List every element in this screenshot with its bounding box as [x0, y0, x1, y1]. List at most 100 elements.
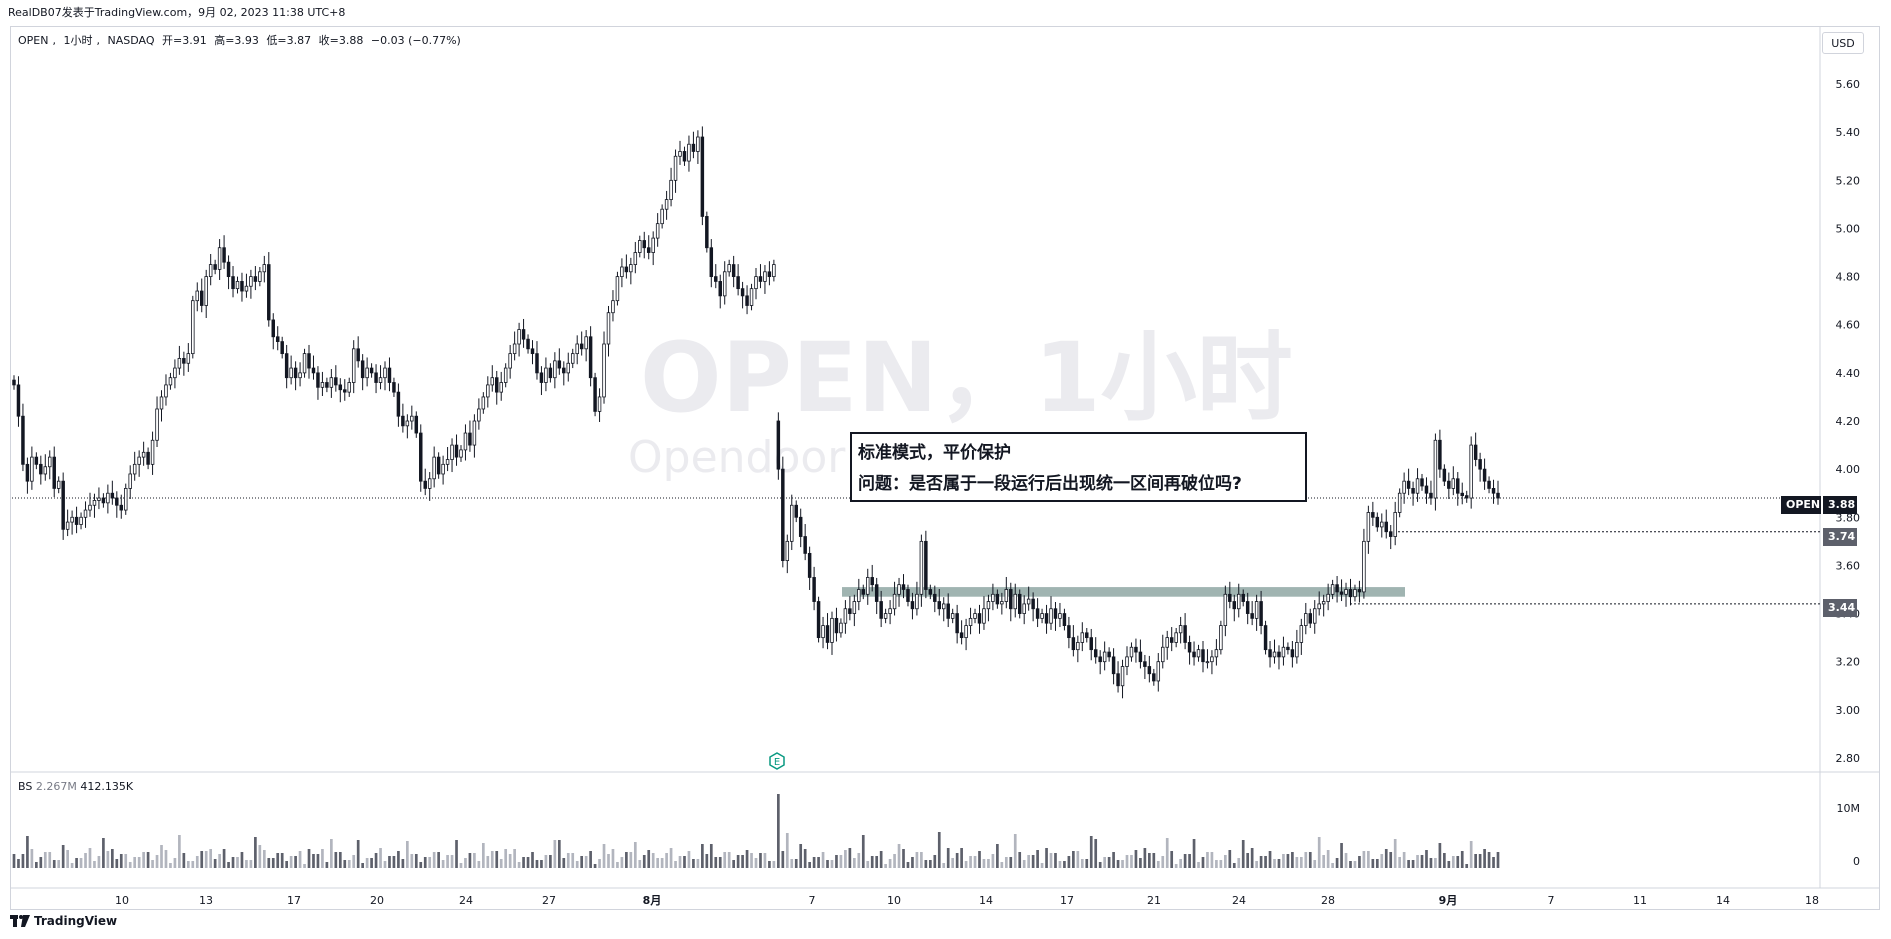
volume-bar [258, 845, 262, 868]
volume-bar [508, 854, 512, 868]
volume-bar [629, 852, 633, 868]
candle-body [1397, 492, 1402, 513]
volume-bar [1353, 861, 1357, 868]
volume-legend[interactable]: BS 2.267M 412.135K [18, 780, 133, 793]
candle-body [1308, 613, 1313, 624]
candle-body [1129, 646, 1134, 658]
candle-body [995, 593, 1000, 605]
candle-body [1384, 521, 1388, 533]
candle-body [61, 480, 65, 530]
candle-body [360, 360, 365, 379]
candle-body [1174, 632, 1178, 643]
volume-bar [490, 851, 494, 868]
legend-high: 高=3.93 [214, 34, 259, 47]
x-tick-label: 14 [1716, 894, 1730, 907]
candle-body [763, 271, 767, 282]
volume-bar [531, 852, 534, 868]
volume-bar [370, 858, 373, 868]
candle-body [164, 384, 168, 398]
volume-bar [209, 849, 213, 868]
candle-body [1009, 589, 1013, 610]
currency-button[interactable]: USD [1822, 32, 1864, 54]
volume-bar [1313, 860, 1317, 868]
candle-body [1496, 492, 1500, 499]
volume-bar [812, 857, 816, 868]
volume-bar [888, 859, 892, 868]
candle-body [302, 353, 307, 374]
volume-bar [593, 864, 597, 868]
candle-body [1326, 593, 1330, 602]
annotation-box[interactable]: 标准模式，平价保护 问题：是否属于一段运行后出现统一区间再破位吗? [850, 432, 1307, 502]
volume-bar [714, 857, 718, 868]
legend-open: 开=3.91 [162, 34, 207, 47]
candle-body [1125, 656, 1129, 667]
volume-bar [423, 857, 427, 868]
candle-body [1281, 646, 1286, 658]
volume-bar [741, 855, 744, 868]
volume-bar [942, 863, 946, 868]
y-tick-label: 2.80 [1836, 752, 1861, 765]
candle-body [316, 372, 320, 388]
svg-text:E: E [774, 757, 780, 768]
candle-body [888, 608, 892, 614]
candle-body [821, 625, 825, 639]
tradingview-brand[interactable]: TradingView [10, 914, 117, 928]
volume-bar [1031, 855, 1035, 868]
candle-body [1085, 632, 1089, 639]
candle-body [503, 367, 508, 383]
candle-body [191, 300, 195, 355]
volume-bar [616, 862, 619, 868]
candle-body [106, 492, 110, 504]
volume-bar [446, 855, 449, 868]
volume-bar [164, 850, 168, 868]
volume-bar [227, 862, 230, 868]
candle-body [1438, 439, 1442, 470]
candle-body [1317, 603, 1321, 610]
candle-body [803, 536, 807, 554]
volume-bar [1331, 863, 1334, 868]
candle-body [369, 367, 374, 374]
candle-body [1116, 673, 1120, 687]
candle-body [655, 223, 660, 239]
candle-body [1402, 480, 1406, 494]
volume-bar [178, 835, 181, 868]
volume-bar [1259, 856, 1263, 868]
volume-bar [1496, 852, 1500, 868]
candle-body [1362, 540, 1366, 593]
volume-bar [1474, 854, 1477, 868]
volume-bar [584, 856, 588, 868]
volume-bar [17, 859, 20, 868]
volume-bar [1469, 841, 1473, 868]
earnings-marker-icon[interactable]: E [768, 752, 786, 770]
volume-bar [169, 863, 172, 868]
candle-body [307, 353, 311, 369]
volume-bar [1447, 861, 1451, 868]
volume-bar [1013, 834, 1017, 868]
candle-body [714, 276, 718, 282]
x-tick-label: 10 [115, 894, 129, 907]
candle-body [660, 208, 664, 225]
candle-body [401, 415, 405, 427]
candle-body [566, 362, 571, 374]
volume-bar [701, 844, 704, 868]
candle-body [1456, 478, 1460, 494]
volume-bar [414, 854, 418, 868]
volume-bar [1371, 859, 1375, 868]
volume-bar [723, 852, 727, 868]
volume-bar [687, 851, 691, 868]
symbol-legend[interactable]: OPEN, 1小时, NASDAQ 开=3.91 高=3.93 低=3.87 收… [18, 34, 461, 47]
volume-bar [1223, 855, 1227, 868]
candle-body [468, 432, 472, 446]
candle-body [1339, 591, 1344, 595]
candle-body [186, 353, 191, 364]
volume-bar [245, 860, 248, 868]
candle-body [1447, 480, 1451, 489]
volume-bar [513, 849, 516, 868]
candle-body [1089, 637, 1093, 651]
candle-body [611, 300, 615, 314]
volume-bar [830, 860, 834, 868]
candle-body [1304, 613, 1308, 626]
candle-body [182, 358, 186, 364]
volume-bar [951, 858, 955, 868]
